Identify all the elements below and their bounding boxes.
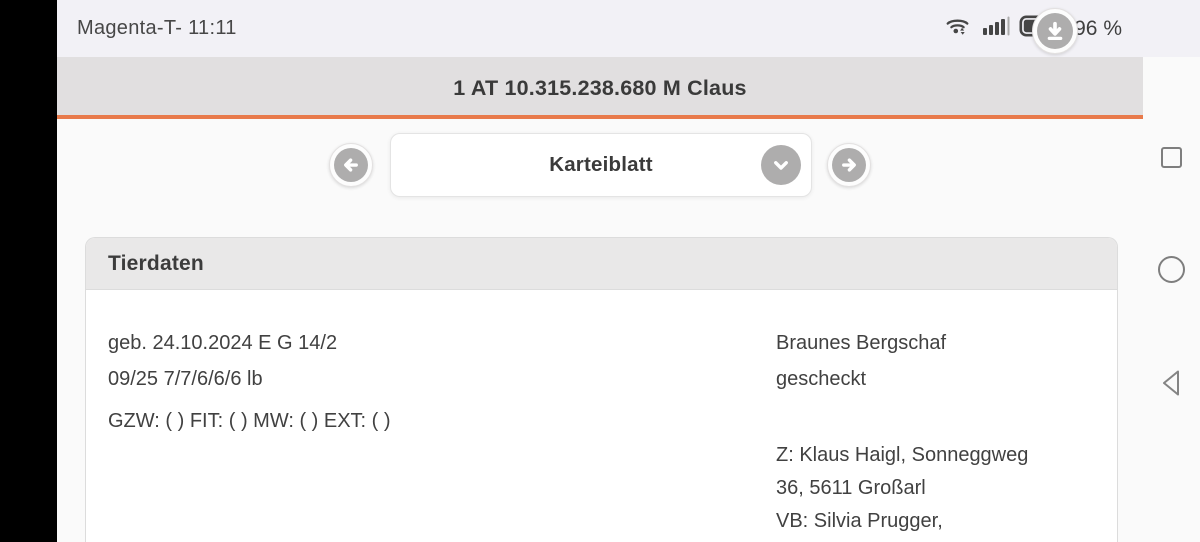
header-bar: 1 AT 10.315.238.680 M Claus [57, 57, 1143, 119]
nav-recents-button[interactable] [1161, 147, 1182, 168]
breeding-values-line: GZW: ( ) FIT: ( ) MW: ( ) EXT: ( ) [108, 410, 391, 432]
nav-home-button[interactable] [1158, 256, 1185, 283]
breeder-line-1: Z: Klaus Haigl, Sonneggweg [776, 444, 1029, 466]
cell-signal-icon [980, 14, 1010, 43]
camera-notch-strip [0, 0, 57, 542]
score-data-line: 09/25 7/7/6/6/6 lb [108, 368, 263, 390]
nav-back-button[interactable] [1158, 367, 1184, 404]
page-title: 1 AT 10.315.238.680 M Claus [453, 75, 747, 100]
sheet-selector-value: Karteiblatt [549, 153, 653, 176]
status-icons: 96 % [944, 13, 1122, 44]
card-header: Tierdaten [86, 238, 1117, 290]
download-icon [1037, 13, 1073, 49]
download-button[interactable] [1032, 8, 1078, 54]
owner-line: VB: Silvia Prugger, [776, 510, 943, 532]
arrow-left-icon [334, 148, 368, 182]
card-body: geb. 24.10.2024 E G 14/2 09/25 7/7/6/6/6… [86, 290, 1117, 542]
carrier-and-time: Magenta-T- 11:11 [77, 17, 237, 39]
breed-line: Braunes Bergschaf [776, 332, 947, 354]
breeder-line-2: 36, 5611 Großarl [776, 477, 926, 499]
battery-percent: 96 % [1074, 16, 1122, 40]
birth-data-line: geb. 24.10.2024 E G 14/2 [108, 332, 338, 354]
previous-page-button[interactable] [329, 143, 373, 187]
owner-block: Z: Klaus Haigl, Sonneggweg 36, 5611 Groß… [776, 439, 1028, 538]
breed-block: Braunes Bergschaf gescheckt [776, 325, 1028, 397]
chevron-down-icon[interactable] [761, 145, 801, 185]
animal-data-right-column: Braunes Bergschaf gescheckt Z: Klaus Hai… [776, 325, 1028, 538]
arrow-right-icon [832, 148, 866, 182]
animal-data-left-column: geb. 24.10.2024 E G 14/2 09/25 7/7/6/6/6… [108, 325, 391, 439]
triangle-left-icon [1158, 370, 1184, 403]
wifi-icon [944, 13, 971, 44]
color-line: gescheckt [776, 368, 867, 390]
status-bar: Magenta-T- 11:11 [57, 0, 1200, 57]
sheet-selector-dropdown[interactable]: Karteiblatt [390, 133, 812, 197]
tierdaten-card: Tierdaten geb. 24.10.2024 E G 14/2 09/25… [85, 237, 1118, 542]
card-title: Tierdaten [108, 251, 204, 275]
next-page-button[interactable] [827, 143, 871, 187]
